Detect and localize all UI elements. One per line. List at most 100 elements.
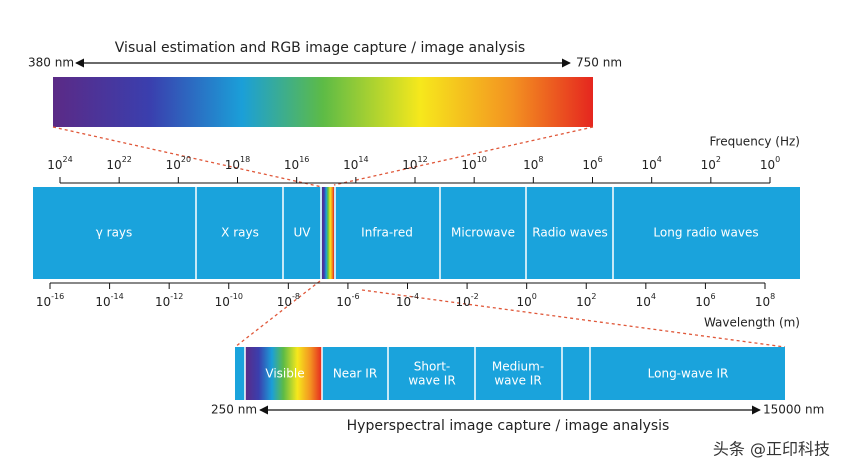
tick-exponent: 6 [711, 292, 716, 301]
tick-label: 10-4 [396, 292, 419, 309]
wavelength-label: Wavelength (m) [704, 316, 800, 330]
tick-label: 10-6 [336, 292, 359, 309]
tick-exponent: 0 [532, 292, 537, 301]
hyperspectral-bar [235, 347, 785, 400]
tick-label: 1010 [461, 155, 486, 172]
bottom-title: Hyperspectral image capture / image anal… [347, 418, 670, 434]
tick-base: 10 [701, 158, 716, 172]
top-end: 750 nm [576, 56, 622, 70]
tick-label: 1020 [166, 155, 191, 172]
segment-label: Short- [414, 360, 451, 374]
tick-label: 10-2 [455, 292, 478, 309]
tick-exponent: -14 [111, 292, 124, 301]
tick-base: 10 [166, 158, 181, 172]
wavelength-ticks: 10-16 10-14 10-12 10-10 10-8 10-6 10-4 10-2 100 1… [36, 283, 775, 309]
zoom-lines [52, 126, 786, 348]
tick-label: 10-10 [215, 292, 243, 309]
tick-base: 10 [760, 158, 775, 172]
tick-exponent: 2 [716, 155, 721, 164]
band-label: X rays [221, 226, 259, 240]
tick-exponent: 12 [418, 155, 428, 164]
tick-label: 1014 [343, 155, 368, 172]
tick-exponent: -2 [471, 292, 479, 301]
tick-base: 10 [516, 295, 531, 309]
tick-exponent: -10 [230, 292, 243, 301]
tick-exponent: 0 [775, 155, 780, 164]
segment-label: Medium- [492, 360, 544, 374]
tick-base: 10 [455, 295, 470, 309]
tick-label: 1012 [402, 155, 427, 172]
tick-exponent: 22 [122, 155, 132, 164]
top-start: 380 nm [28, 56, 74, 70]
tick-exponent: -12 [170, 292, 183, 301]
visible-strip [322, 187, 334, 279]
tick-exponent: -8 [292, 292, 300, 301]
tick-label: 1022 [106, 155, 131, 172]
tick-label: 104 [641, 155, 661, 172]
tick-base: 10 [755, 295, 770, 309]
tick-base: 10 [582, 158, 597, 172]
tick-base: 10 [106, 158, 121, 172]
tick-label: 102 [576, 292, 596, 309]
tick-base: 10 [284, 158, 299, 172]
tick-exponent: -4 [411, 292, 419, 301]
tick-base: 10 [95, 295, 110, 309]
tick-label: 106 [582, 155, 602, 172]
dividers [244, 347, 591, 400]
band-label: Microwave [451, 226, 515, 240]
segment-label: wave IR [494, 374, 541, 388]
band-label: γ rays [96, 226, 133, 240]
tick-exponent: 14 [358, 155, 368, 164]
bottom-end: 15000 nm [763, 403, 824, 417]
tick-label: 10-12 [155, 292, 183, 309]
tick-base: 10 [396, 295, 411, 309]
tick-base: 10 [343, 158, 358, 172]
tick-base: 10 [641, 158, 656, 172]
tick-base: 10 [461, 158, 476, 172]
band-label: Radio waves [532, 226, 607, 240]
tick-label: 1018 [225, 155, 250, 172]
tick-exponent: 8 [538, 155, 543, 164]
band-label: Infra-red [361, 226, 413, 240]
frequency-label: Frequency (Hz) [710, 135, 801, 149]
tick-base: 10 [576, 295, 591, 309]
spectrum-bar [33, 187, 800, 279]
tick-exponent: 6 [598, 155, 603, 164]
tick-label: 106 [695, 292, 715, 309]
tick-exponent: 2 [591, 292, 596, 301]
tick-label: 10-14 [95, 292, 123, 309]
visible-segment [245, 347, 322, 400]
tick-base: 10 [36, 295, 51, 309]
tick-base: 10 [155, 295, 170, 309]
top-title: Visual estimation and RGB image capture … [115, 40, 525, 56]
watermark: 头条 @正印科技 [713, 440, 830, 459]
tick-label: 104 [636, 292, 656, 309]
tick-base: 10 [402, 158, 417, 172]
tick-exponent: 16 [299, 155, 309, 164]
tick-base: 10 [695, 295, 710, 309]
frequency-ticks: 1024 1022 1020 1018 1016 1014 1012 1010 108 106 10… [47, 155, 780, 183]
tick-base: 10 [277, 295, 292, 309]
tick-exponent: -6 [352, 292, 360, 301]
tick-label: 10-8 [277, 292, 300, 309]
tick-exponent: -16 [51, 292, 64, 301]
tick-label: 100 [516, 292, 536, 309]
tick-label: 100 [760, 155, 780, 172]
tick-exponent: 24 [63, 155, 73, 164]
tick-label: 10-16 [36, 292, 64, 309]
segment-label: Visible [265, 367, 304, 381]
tick-base: 10 [47, 158, 62, 172]
tick-base: 10 [636, 295, 651, 309]
tick-exponent: 4 [657, 155, 662, 164]
tick-base: 10 [523, 158, 538, 172]
tick-exponent: 10 [477, 155, 487, 164]
tick-base: 10 [225, 158, 240, 172]
bottom-start: 250 nm [211, 403, 257, 417]
tick-exponent: 4 [651, 292, 656, 301]
tick-label: 102 [701, 155, 721, 172]
tick-label: 1024 [47, 155, 72, 172]
segment-label: wave IR [408, 374, 455, 388]
visible-spectrum [53, 77, 593, 127]
band-label: Long radio waves [653, 226, 758, 240]
